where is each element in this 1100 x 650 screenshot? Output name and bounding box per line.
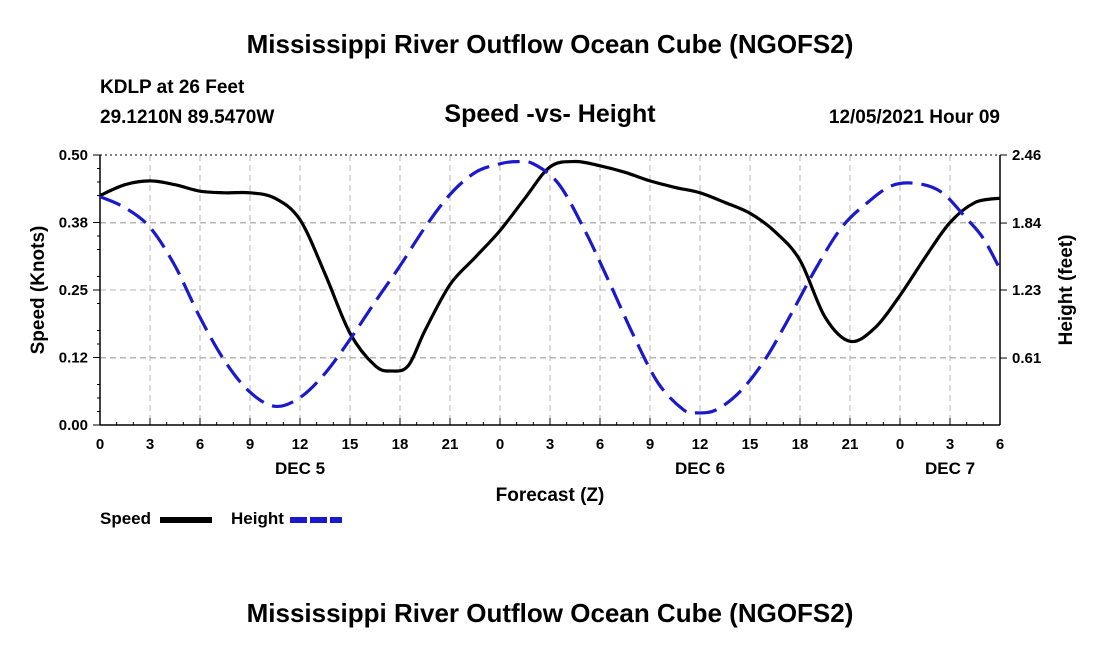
x-tick-label: 0 xyxy=(896,436,904,453)
day-label: DEC 5 xyxy=(275,459,325,478)
y-tick-label: 0.00 xyxy=(59,417,88,434)
station-label: KDLP at 26 Feet xyxy=(100,77,245,98)
x-tick-label: 3 xyxy=(546,436,554,453)
x-tick-label: 12 xyxy=(292,436,309,453)
x-tick-label: 0 xyxy=(496,436,504,453)
x-tick-label: 15 xyxy=(742,436,759,453)
x-tick-label: 15 xyxy=(342,436,359,453)
x-tick-label: 3 xyxy=(146,436,154,453)
height-series-line xyxy=(99,159,1002,415)
y-axis-label: Speed (Knots) xyxy=(28,226,49,355)
location-label: 29.1210N 89.5470W xyxy=(100,107,275,128)
legend-speed-label: Speed xyxy=(100,509,152,528)
chart-subtitle: Speed -vs- Height xyxy=(444,100,656,128)
x-tick-label: 3 xyxy=(946,436,954,453)
legend-height-swatch xyxy=(290,517,342,523)
x-tick-label: 9 xyxy=(646,436,654,453)
y2-tick-label: 1.84 xyxy=(1012,215,1042,232)
x-axis-label: Forecast (Z) xyxy=(496,485,605,506)
x-tick-label: 6 xyxy=(996,436,1004,453)
chart-title: Mississippi River Outflow Ocean Cube (NG… xyxy=(246,29,854,59)
x-tick-label: 6 xyxy=(196,436,204,453)
x-tick-label: 18 xyxy=(792,436,809,453)
legend-height-label: Height xyxy=(231,509,284,528)
y-tick-label: 0.38 xyxy=(59,215,88,232)
y2-axis-label: Height (feet) xyxy=(1056,235,1077,346)
day-label: DEC 7 xyxy=(925,459,975,478)
x-tick-label: 12 xyxy=(692,436,709,453)
datetime-label: 12/05/2021 Hour 09 xyxy=(828,107,1000,128)
x-tick-label: 18 xyxy=(392,436,409,453)
footer-title: Mississippi River Outflow Ocean Cube (NG… xyxy=(246,598,854,628)
y2-tick-label: 2.46 xyxy=(1012,147,1041,164)
y-tick-label: 0.12 xyxy=(59,350,88,367)
y-tick-label: 0.50 xyxy=(59,147,88,164)
y2-tick-label: 1.23 xyxy=(1012,282,1041,299)
x-tick-label: 21 xyxy=(842,436,859,453)
y2-tick-label: 0.61 xyxy=(1012,350,1041,367)
x-tick-label: 9 xyxy=(246,436,254,453)
x-tick-label: 6 xyxy=(596,436,604,453)
y-tick-label: 0.25 xyxy=(59,282,88,299)
x-tick-label: 21 xyxy=(442,436,459,453)
legend-speed-swatch xyxy=(160,517,212,523)
speed-series-line xyxy=(99,159,1001,373)
x-tick-label: 0 xyxy=(96,436,104,453)
day-label: DEC 6 xyxy=(675,459,725,478)
